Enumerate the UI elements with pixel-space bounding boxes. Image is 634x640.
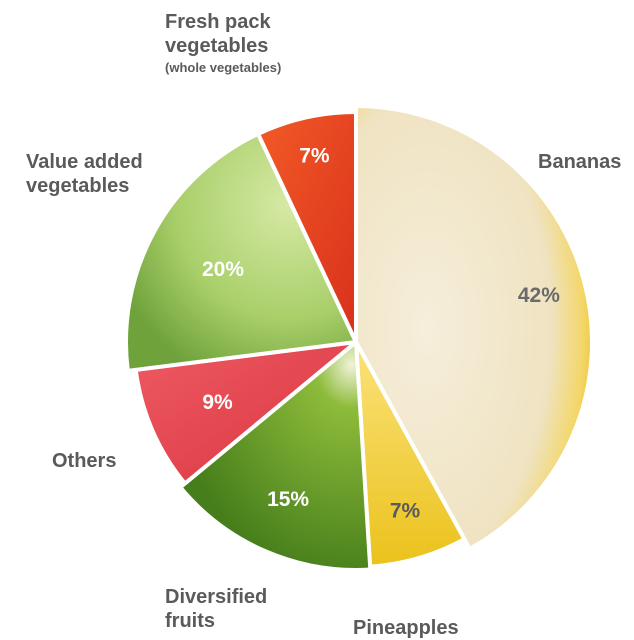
label-value-added-vegetables: Value added vegetables [26, 150, 143, 198]
label-bananas: Bananas [538, 150, 621, 174]
value-label-diversified-fruits: 15% [267, 488, 309, 511]
label-fresh-line1: Fresh pack [165, 11, 271, 33]
label-diversified-line1: Diversified [165, 586, 267, 608]
label-fresh-line2: vegetables [165, 35, 268, 57]
label-others: Others [52, 449, 116, 473]
value-label-bananas: 42% [518, 284, 560, 307]
label-fresh-sub: (whole vegetables) [165, 58, 281, 78]
value-label-others: 9% [202, 391, 233, 414]
label-pineapples: Pineapples [353, 616, 459, 640]
value-label-value-added-vegetables: 20% [202, 258, 244, 281]
label-value-line2: vegetables [26, 175, 129, 197]
value-label-fresh-pack-vegetables: 7% [299, 145, 330, 168]
label-diversified-fruits: Diversified fruits [165, 585, 267, 633]
value-label-pineapples: 7% [390, 500, 421, 523]
label-diversified-line2: fruits [165, 610, 215, 632]
label-value-line1: Value added [26, 151, 143, 173]
label-fresh-pack-vegetables: Fresh pack vegetables (whole vegetables) [165, 10, 281, 78]
slices-layer [126, 106, 592, 570]
